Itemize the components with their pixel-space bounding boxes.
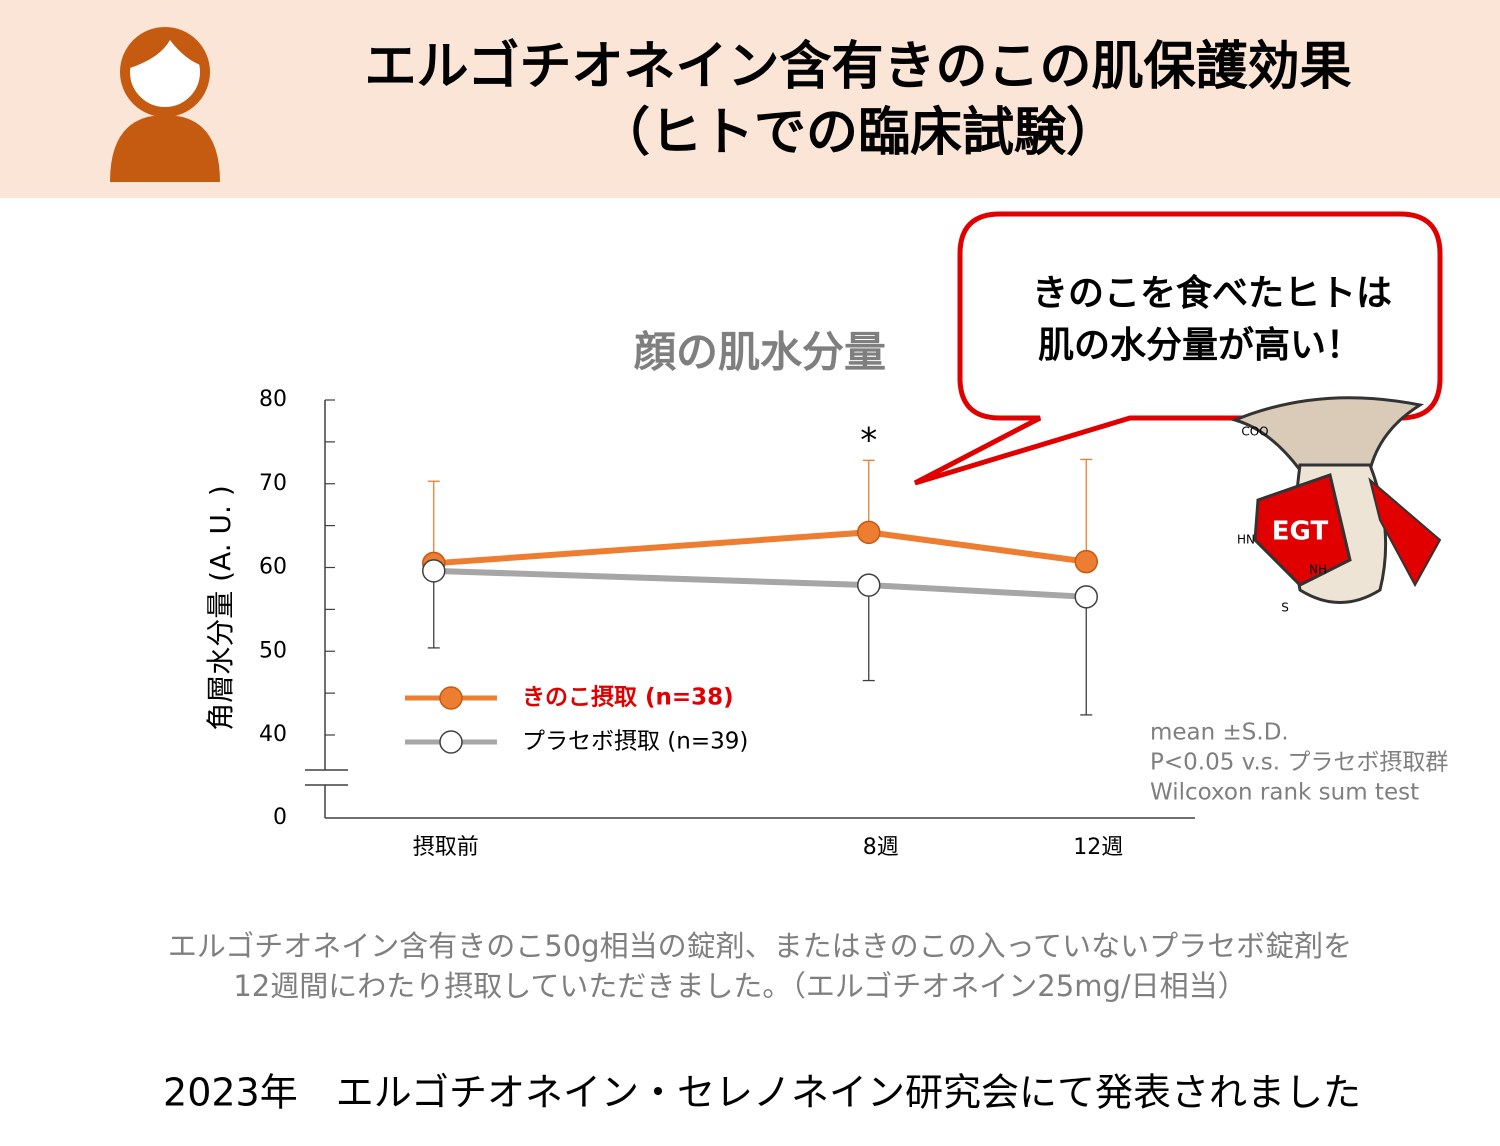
footer: 2023年 エルゴチオネイン・セレノネイン研究会にて発表されました (163, 1071, 1361, 1115)
marker (422, 559, 446, 583)
description: エルゴチオネイン含有きのこ50g相当の錠剤、またはきのこの入っていないプラセボ錠… (168, 929, 1352, 963)
annotation: * (860, 421, 877, 461)
stat-note: mean ±S.D. (1150, 720, 1289, 746)
mushroom-character: EGT COO HN NH S (1230, 396, 1442, 615)
marker (1074, 549, 1098, 574)
y-tick-label: 80 (259, 387, 287, 412)
callout-text: きのこを食べたヒトは (1032, 273, 1392, 314)
character-label: EGT (1272, 517, 1329, 547)
series-line (433, 567, 1087, 600)
x-tick-label: 8週 (863, 835, 899, 860)
y-tick-label: 50 (259, 638, 287, 663)
legend-label: プラセボ摂取 (n=39) (522, 729, 748, 755)
legend-label: きのこ摂取 (n=38) (522, 685, 734, 711)
y-tick-label: 40 (259, 722, 287, 747)
header-band (0, 0, 1500, 198)
y-tick-label: 70 (259, 471, 287, 496)
header-title: （ヒトでの臨床試験） (598, 103, 1118, 163)
callout-text: 肌の水分量が高い！ (1038, 325, 1362, 366)
header-title: エルゴチオネイン含有きのこの肌保護効果 (365, 37, 1352, 97)
y-axis-label: 角層水分量 (A. U. ) (204, 485, 237, 731)
x-tick-label: 12週 (1073, 835, 1123, 860)
formula-label: S (1281, 601, 1289, 615)
stat-note: P<0.05 v.s. プラセボ摂取群 (1150, 750, 1448, 776)
series-line (433, 529, 1087, 567)
legend-marker (439, 730, 463, 754)
description: 12週間にわたり摂取していただきました。（エルゴチオネイン25mg/日相当） (233, 969, 1246, 1003)
person-icon (110, 27, 220, 182)
formula-label: COO (1241, 425, 1268, 439)
x-tick-label: 摂取前 (413, 835, 479, 860)
formula-label: NH (1309, 563, 1327, 577)
formula-label: HN (1237, 533, 1255, 547)
chart-title: 顔の肌水分量 (634, 328, 886, 377)
y-tick-label: 60 (259, 555, 287, 580)
y-tick-label: 0 (273, 805, 287, 830)
legend-marker (439, 686, 463, 710)
stat-note: Wilcoxon rank sum test (1150, 780, 1419, 806)
marker (857, 520, 881, 545)
marker (857, 573, 881, 597)
marker (1074, 585, 1098, 609)
